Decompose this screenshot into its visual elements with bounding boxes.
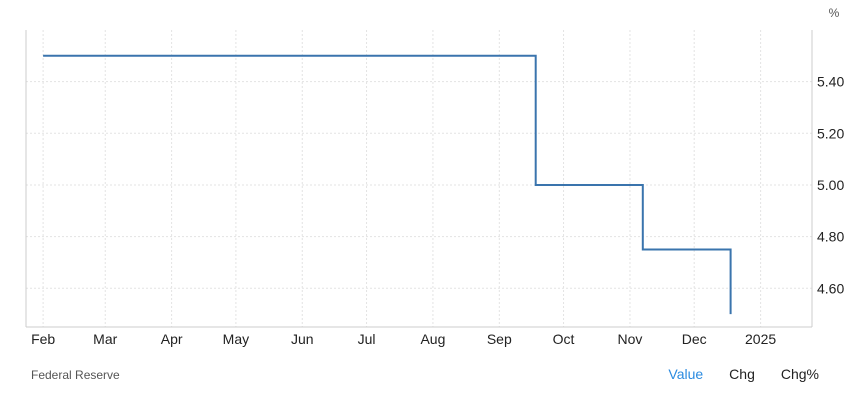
x-tick-label: May [223, 331, 249, 347]
chart-footer: Federal Reserve Value Chg Chg% [0, 360, 859, 390]
x-tick-label: Aug [420, 331, 445, 347]
y-tick-label: 5.20 [817, 125, 844, 141]
y-tick-label: 4.60 [817, 280, 844, 296]
source-label: Federal Reserve [31, 368, 120, 382]
unit-label: % [829, 6, 840, 20]
x-tick-label: Jun [291, 331, 314, 347]
y-tick-label: 4.80 [817, 229, 844, 245]
x-tick-label: Jul [358, 331, 376, 347]
series-line [43, 54, 732, 315]
view-tabs: Value Chg Chg% [668, 366, 819, 382]
x-tick-label: 2025 [745, 331, 776, 347]
x-tick-label: Nov [618, 331, 643, 347]
y-tick-label: 5.00 [817, 177, 844, 193]
x-tick-label: Feb [31, 331, 55, 347]
y-tick-label: 5.40 [817, 74, 844, 90]
x-tick-label: Mar [93, 331, 117, 347]
x-tick-label: Dec [682, 331, 707, 347]
x-tick-label: Sep [487, 331, 512, 347]
tab-chg[interactable]: Chg [729, 366, 755, 382]
rate-chart: Feb Mar Apr May Jun Jul Aug Sep Oct Nov Dec 2025 5.… [25, 6, 844, 347]
x-tick-label: Oct [553, 331, 575, 347]
tab-value[interactable]: Value [668, 366, 704, 382]
x-tick-label: Apr [161, 331, 183, 347]
tab-chg-percent[interactable]: Chg% [780, 366, 819, 382]
